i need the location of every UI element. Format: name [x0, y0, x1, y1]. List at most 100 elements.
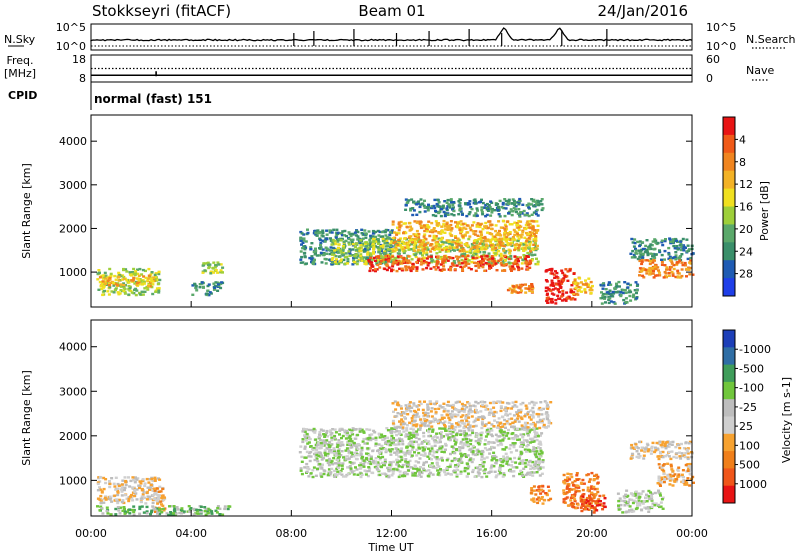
- heatmap-cell: [503, 232, 507, 235]
- heatmap-cell: [441, 260, 445, 263]
- heatmap-cell: [448, 226, 451, 229]
- heatmap-cell: [525, 445, 529, 448]
- heatmap-cell: [361, 244, 365, 247]
- heatmap-cell: [633, 241, 637, 245]
- heatmap-cell: [496, 444, 500, 447]
- heatmap-cell: [120, 483, 124, 486]
- heatmap-cell: [490, 233, 494, 236]
- heatmap-cell: [395, 458, 399, 461]
- heatmap-cell: [647, 247, 651, 250]
- heatmap-cell: [456, 258, 460, 261]
- heatmap-cell: [161, 499, 165, 502]
- heatmap-cell: [660, 253, 664, 257]
- heatmap-cell: [525, 430, 529, 433]
- heatmap-cell: [600, 302, 604, 305]
- heatmap-cell: [152, 497, 156, 501]
- heatmap-cell: [438, 238, 442, 242]
- heatmap-cell: [415, 203, 419, 206]
- heatmap-cell: [147, 274, 151, 277]
- heatmap-cell: [503, 223, 507, 226]
- heatmap-cell: [116, 506, 120, 509]
- heatmap-cell: [440, 417, 444, 421]
- heatmap-cell: [526, 251, 530, 255]
- heatmap-cell: [632, 253, 636, 257]
- heatmap-cell: [369, 438, 373, 442]
- heatmap-cell: [629, 283, 632, 287]
- heatmap-cell: [108, 283, 112, 287]
- heatmap-cell: [322, 433, 326, 436]
- heatmap-cell: [626, 282, 630, 285]
- heatmap-cell: [500, 443, 504, 446]
- heatmap-cell: [432, 451, 436, 454]
- heatmap-cell: [396, 448, 400, 451]
- heatmap-cell: [138, 480, 142, 483]
- heatmap-cell: [365, 442, 369, 445]
- heatmap-cell: [206, 284, 210, 288]
- heatmap-cell: [358, 246, 362, 250]
- heatmap-cell: [145, 287, 149, 290]
- heatmap-cell: [155, 487, 159, 490]
- heatmap-cell: [330, 460, 334, 463]
- heatmap-cell: [525, 244, 529, 247]
- heatmap-cell: [384, 258, 388, 261]
- heatmap-cell: [151, 494, 155, 497]
- heatmap-cell: [473, 233, 477, 236]
- heatmap-cell: [420, 442, 424, 445]
- heatmap-cell: [383, 435, 387, 438]
- heatmap-cell: [117, 271, 121, 275]
- heatmap-cell: [300, 455, 304, 459]
- heatmap-cell: [174, 512, 178, 515]
- heatmap-cell: [356, 433, 360, 437]
- heatmap-cell: [643, 247, 647, 251]
- heatmap-cell: [439, 214, 443, 218]
- heatmap-cell: [534, 212, 538, 216]
- heatmap-cell: [512, 228, 516, 232]
- heatmap-cell: [338, 261, 341, 264]
- heatmap-cell: [379, 245, 383, 248]
- heatmap-cell: [405, 445, 409, 448]
- heatmap-cell: [389, 461, 393, 464]
- heatmap-cell: [420, 440, 424, 444]
- heatmap-cell: [121, 479, 125, 482]
- heatmap-cell: [122, 286, 126, 290]
- heatmap-cell: [524, 223, 528, 227]
- heatmap-cell: [486, 239, 490, 243]
- heatmap-cell: [552, 293, 556, 296]
- heatmap-cell: [418, 222, 422, 226]
- heatmap-cell: [423, 206, 427, 209]
- heatmap-cell: [427, 226, 431, 229]
- heatmap-cell: [448, 247, 452, 250]
- heatmap-cell: [338, 232, 342, 235]
- heatmap-cell: [96, 272, 100, 275]
- heatmap-cell: [144, 276, 148, 280]
- heatmap-cell: [356, 443, 360, 446]
- heatmap-cell: [646, 253, 650, 257]
- heatmap-cell: [321, 229, 325, 232]
- heatmap-cell: [138, 486, 141, 490]
- heatmap-cell: [645, 272, 649, 275]
- heatmap-cell: [405, 463, 408, 466]
- heatmap-cell: [112, 291, 116, 294]
- heatmap-cell: [529, 262, 533, 265]
- heatmap-cell: [539, 200, 543, 203]
- heatmap-cell: [447, 438, 451, 441]
- heatmap-cell: [492, 401, 496, 405]
- heatmap-cell: [479, 238, 483, 241]
- heatmap-cell: [216, 261, 220, 264]
- heatmap-cell: [303, 248, 307, 251]
- heatmap-cell: [416, 259, 420, 262]
- heatmap-cell: [211, 267, 215, 270]
- heatmap-cell: [492, 457, 496, 460]
- heatmap-cell: [343, 256, 347, 259]
- heatmap-cell: [381, 258, 385, 261]
- heatmap-cell: [454, 464, 458, 467]
- heatmap-cell: [502, 206, 506, 210]
- heatmap-cell: [529, 233, 532, 236]
- heatmap-cell: [568, 297, 572, 300]
- heatmap-cell: [434, 220, 438, 223]
- heatmap-cell: [509, 257, 513, 260]
- heatmap-cell: [489, 227, 493, 230]
- heatmap-cell: [116, 487, 120, 490]
- heatmap-cell: [117, 293, 121, 296]
- heatmap-cell: [462, 432, 466, 435]
